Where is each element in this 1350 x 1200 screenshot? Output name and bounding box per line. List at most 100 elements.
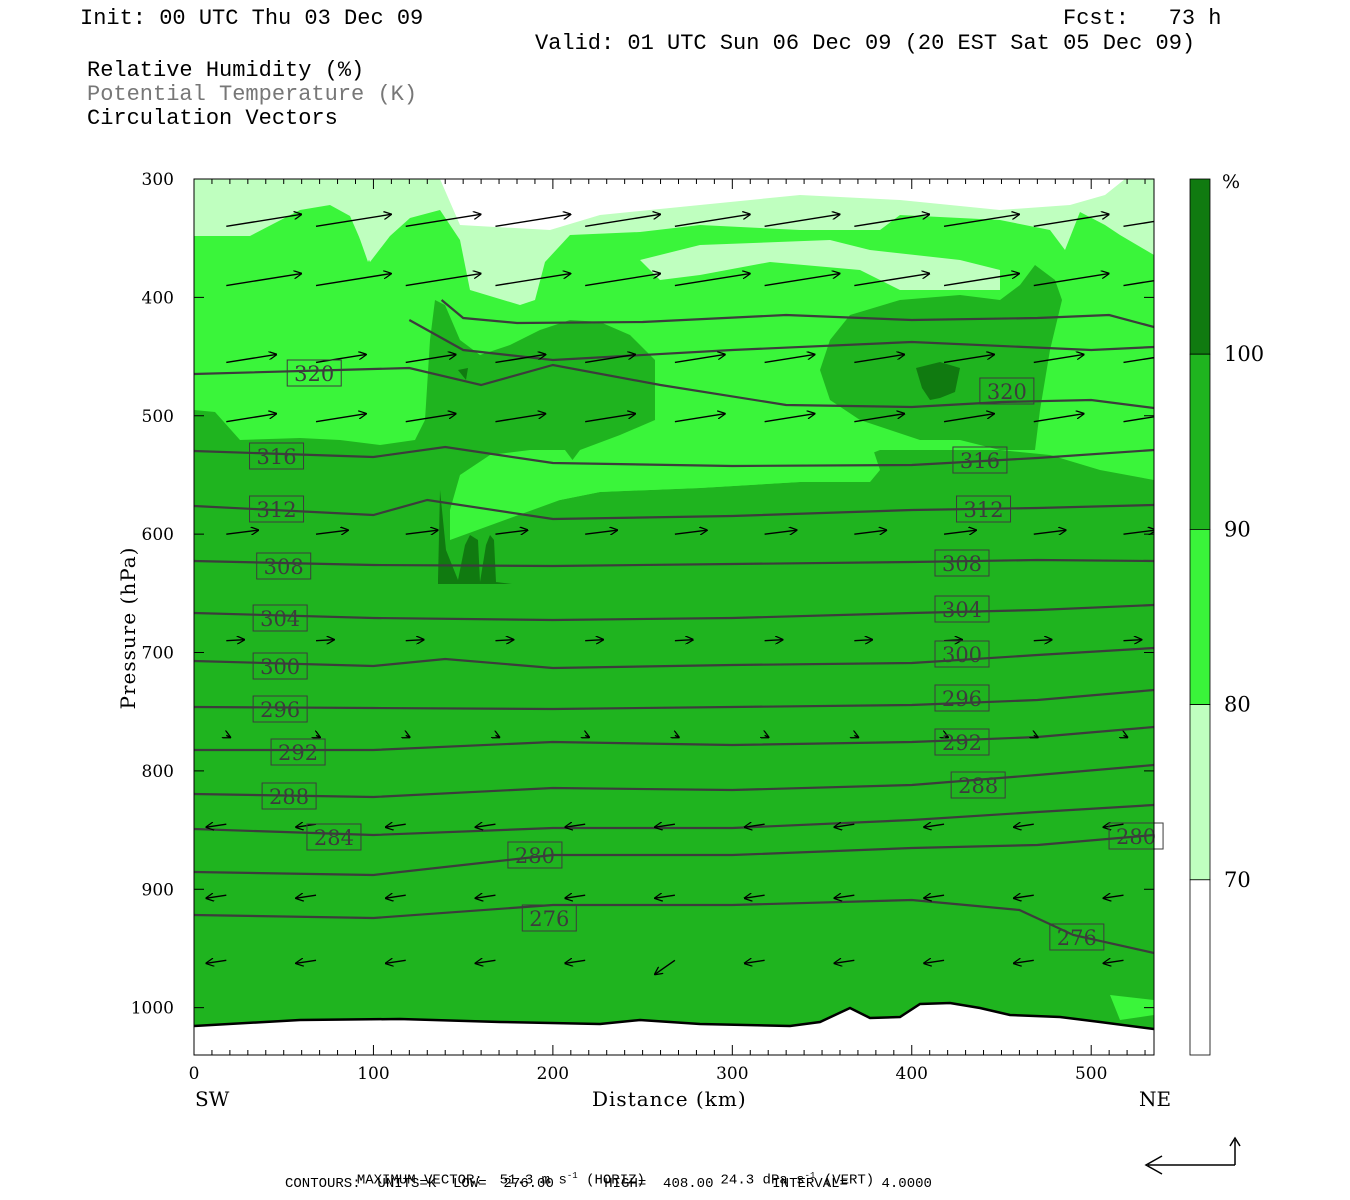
theta-label-292: 292 [942,731,982,755]
theta-contour-320 [194,363,1154,410]
colorbar-tick-label: 90 [1224,517,1251,541]
circulation-vector [405,214,481,228]
x-tick-label: 500 [1075,1064,1107,1084]
circulation-vector [315,414,366,423]
theta-label-box [934,595,990,623]
circulation-vector [585,414,635,423]
circulation-vector [405,530,438,534]
circulation-vector [226,274,301,287]
theta-label-320: 320 [294,362,334,386]
circulation-vector [226,640,244,641]
circulation-vector [764,214,840,228]
vert-exponent: -1 [804,1171,816,1181]
rh-region-70-80-pocket-left [355,225,380,262]
circulation-vector [585,214,660,228]
circulation-vector [745,824,765,827]
theta-label-box [956,495,1012,523]
theta-label-320: 320 [987,380,1027,404]
circulation-vector [1103,824,1124,827]
circulation-vector [206,895,227,898]
circulation-vector [1186,530,1218,534]
circulation-vector [674,640,693,641]
circulation-vector [1014,824,1034,827]
circulation-vector [764,354,815,364]
y-tick-label: 600 [142,525,174,545]
circulation-vector [206,824,227,827]
rh-region-90-100 [194,300,655,540]
theta-contour-284 [194,803,1154,837]
theta-label-280: 280 [515,844,555,868]
circulation-vector [1123,279,1154,287]
circulation-vector [585,640,603,641]
circulation-vector [674,414,725,423]
circulation-vector [585,354,635,364]
x-axis-title: Distance (km) [592,1087,747,1111]
circulation-vector [226,414,276,423]
circulation-vector [1014,960,1034,963]
forecast-hour: Fcst: 73 h [1063,6,1222,31]
theta-label-316: 316 [256,445,296,469]
theta-label-box [507,841,563,869]
colorbar-bin [1189,529,1211,706]
y-tick-label: 500 [142,407,174,427]
circulation-vector [495,354,545,364]
circulation-vector [1014,895,1034,898]
circulation-vector [674,530,707,534]
circulation-vector [495,640,513,641]
theta-label-308: 308 [264,555,304,579]
theta-label-312: 312 [256,498,296,522]
theta-label-box [252,695,308,723]
circulation-vector [674,214,750,228]
colorbar-bin [1189,704,1211,881]
x-tick-label: 0 [189,1064,200,1084]
theta-label-box [1049,923,1105,951]
theta-label-312: 312 [963,498,1003,522]
theta-label-box [249,442,305,470]
rh-region-above-100-c [458,368,468,380]
circulation-vector [854,735,858,737]
theta-label-292: 292 [278,741,318,765]
x-tick-label: 100 [357,1064,389,1084]
terrain-below-ground [194,1003,1154,1055]
rh-region-70-80 [194,179,1154,1055]
theta-label-288: 288 [269,785,309,809]
colorbar-bin [1189,879,1211,1056]
circulation-vector [944,735,948,737]
circulation-vector [1186,214,1261,226]
circulation-vector [495,530,527,534]
theta-contour-324 [440,299,1154,329]
theta-label-box [252,604,308,632]
circulation-vector [655,895,676,898]
y-axis-title: Pressure (hPa) [116,546,140,710]
theta-label-300: 300 [260,655,300,679]
relative-humidity-fill [194,179,1154,1055]
circulation-vector [764,530,797,534]
theta-contour-308 [194,558,1154,568]
y-tick-label: 800 [142,762,174,782]
colorbar-bin [1189,353,1211,530]
colorbar-tick-label: 100 [1224,342,1264,366]
circulation-vector [1123,640,1141,641]
circulation-vector [226,530,258,534]
circulation-vector [764,640,783,641]
circulation-vector [386,824,406,827]
theta-label-box [270,738,326,766]
theta-label-box [952,446,1008,474]
y-tick-label: 1000 [131,999,174,1019]
theta-label-box [934,640,990,668]
rh-region-90-100-lower [194,450,1154,1055]
circulation-vector [854,274,929,287]
circulation-vector [1123,220,1154,228]
theta-label-288: 288 [958,774,998,798]
circulation-vector [943,530,976,534]
circulation-vector [315,530,348,534]
circulation-vector [1033,640,1052,641]
circulation-vector [745,960,765,963]
theta-label-296: 296 [260,698,300,722]
surface-pressure-line [194,1001,1154,1031]
field-label-rh: Relative Humidity (%) [87,58,365,83]
circulation-vector [943,274,1019,287]
theta-label-304: 304 [260,607,300,631]
circulation-vector [1186,354,1236,362]
